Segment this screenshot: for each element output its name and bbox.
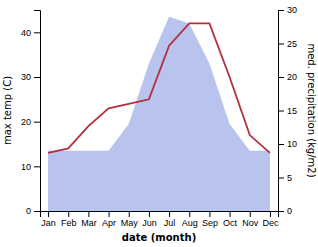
tick: Feb	[61, 211, 77, 228]
tick-mark	[48, 211, 49, 217]
tick-mark	[88, 211, 89, 217]
axis-line	[41, 212, 279, 218]
tick: 30	[21, 72, 40, 82]
tick-mark	[278, 10, 284, 11]
y2-axis-title: med. precipitation (kg/m2)	[306, 43, 317, 177]
tick-label: Dec	[262, 218, 279, 228]
tick: Jan	[41, 211, 56, 228]
tick: 5	[278, 173, 292, 183]
axis-line	[279, 11, 285, 212]
tick-label: Apr	[102, 218, 116, 228]
tick: 20	[278, 72, 297, 82]
tick: Aug	[182, 211, 198, 228]
tick: 0	[278, 206, 292, 216]
tick-label: 30	[287, 5, 297, 15]
tick: 10	[21, 162, 40, 172]
tick-label: 0	[287, 206, 292, 216]
tick: 40	[21, 28, 40, 38]
tick-mark	[209, 211, 210, 217]
tick-label: Jun	[142, 218, 157, 228]
tick-mark	[278, 44, 284, 45]
tick-mark	[278, 178, 284, 179]
tick-mark	[34, 77, 40, 78]
tick-label: Oct	[223, 218, 238, 228]
plot: Jan Feb Mar Apr MayJun Jul Aug Sep Oct NovDec 0 10 2…	[21, 5, 297, 228]
y2-axis: 0 5 10 15 20 25 30	[278, 5, 297, 216]
tick: May	[121, 211, 139, 228]
x-axis: Jan Feb Mar Apr MayJun Jul Aug Sep Oct NovDec	[41, 211, 279, 228]
tick-mark	[278, 111, 284, 112]
tick-label: Jul	[164, 218, 176, 228]
tick-mark	[270, 211, 271, 217]
tick-label: May	[121, 218, 139, 228]
y-axis: 0 10 20 30 40	[21, 11, 41, 217]
y-axis-title: max temp (C)	[2, 76, 13, 145]
tick-mark	[68, 211, 69, 217]
tick-label: 30	[21, 72, 31, 82]
tick-mark	[149, 211, 150, 217]
tick: Jul	[164, 211, 176, 228]
tick: 30	[278, 5, 297, 15]
tick-mark	[278, 77, 284, 78]
tick-mark	[250, 211, 251, 217]
tick-label: 15	[287, 106, 297, 116]
tick-mark	[109, 211, 110, 217]
tick: Dec	[262, 211, 279, 228]
axis-line	[34, 11, 41, 212]
tick-label: 0	[26, 206, 31, 216]
tick-label: 10	[21, 162, 31, 172]
tick: 10	[278, 139, 297, 149]
tick-label: Jan	[41, 218, 56, 228]
tick-mark	[129, 211, 130, 217]
tick-label: 40	[21, 28, 31, 38]
precipitation-area	[48, 17, 270, 211]
tick-label: 10	[287, 139, 297, 149]
tick-label: Sep	[202, 218, 218, 228]
tick-label: 20	[287, 72, 297, 82]
tick: 0	[26, 206, 40, 216]
temperature-line	[48, 23, 270, 153]
tick-label: Mar	[81, 218, 97, 228]
tick-mark	[278, 144, 284, 145]
tick: Jun	[142, 211, 157, 228]
tick: Sep	[202, 211, 218, 228]
tick: Mar	[81, 211, 97, 228]
tick-mark	[189, 211, 190, 217]
tick: Apr	[102, 211, 116, 228]
tick-mark	[230, 211, 231, 217]
tick-label: Nov	[242, 218, 259, 228]
tick: 20	[21, 117, 40, 127]
tick: Oct	[223, 211, 238, 228]
tick: Nov	[242, 211, 259, 228]
tick-mark	[34, 211, 40, 212]
tick: 25	[278, 39, 297, 49]
tick-label: Feb	[61, 218, 77, 228]
x-axis-title: date (month)	[122, 232, 196, 243]
marks	[48, 17, 270, 211]
tick-mark	[34, 122, 40, 123]
tick-mark	[34, 32, 40, 33]
tick-label: Aug	[182, 218, 198, 228]
tick-label: 5	[287, 173, 292, 183]
tick-label: 20	[21, 117, 31, 127]
tick-label: 25	[287, 39, 297, 49]
tick-mark	[278, 211, 284, 212]
chart: Jan Feb Mar Apr MayJun Jul Aug Sep Oct NovDec 0 10 2…	[0, 0, 318, 247]
tick-mark	[34, 166, 40, 167]
tick: 15	[278, 106, 297, 116]
tick-mark	[169, 211, 170, 217]
